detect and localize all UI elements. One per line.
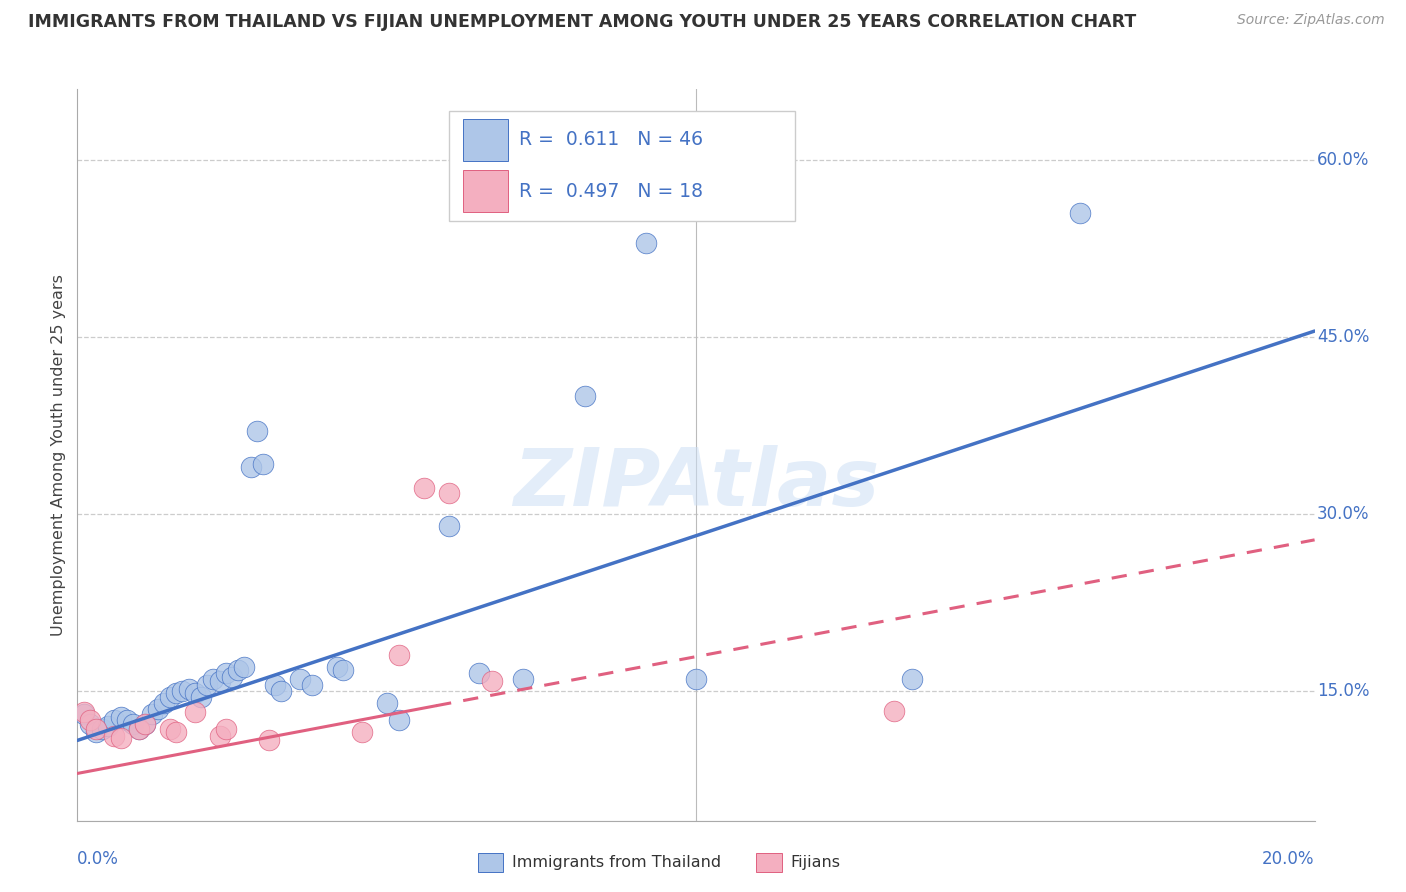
Point (122, 717, 145, 731)
Text: R =  0.497   N = 18: R = 0.497 N = 18 (519, 182, 703, 201)
Text: 0.0%: 0.0% (77, 850, 120, 868)
Point (215, 722, 238, 736)
Point (110, 710, 132, 724)
Point (226, 663, 249, 677)
Point (165, 725, 187, 739)
Text: 60.0%: 60.0% (1317, 151, 1369, 169)
Point (79, 714, 101, 728)
Point (115, 714, 138, 728)
Point (437, 485, 460, 500)
Point (685, 672, 707, 686)
Point (512, 672, 534, 686)
Text: Immigrants from Thailand: Immigrants from Thailand (512, 855, 721, 870)
Point (202, 672, 225, 686)
Point (97, 719, 120, 733)
Text: ZIPAtlas: ZIPAtlas (513, 445, 879, 524)
Y-axis label: Unemployment Among Youth under 25 years: Unemployment Among Youth under 25 years (51, 274, 66, 636)
Point (901, 672, 924, 686)
Point (128, 722, 150, 736)
Point (574, 389, 596, 403)
Text: Source: ZipAtlas.com: Source: ZipAtlas.com (1237, 13, 1385, 28)
Point (270, 684, 292, 698)
Point (72, 707, 94, 722)
Point (84, 725, 107, 739)
Point (184, 686, 207, 700)
Point (177, 681, 200, 696)
Point (165, 686, 187, 700)
Text: IMMIGRANTS FROM THAILAND VS FIJIAN UNEMPLOYMENT AMONG YOUTH UNDER 25 YEARS CORRE: IMMIGRANTS FROM THAILAND VS FIJIAN UNEMP… (28, 13, 1136, 31)
Text: 20.0%: 20.0% (1263, 850, 1315, 868)
Point (326, 660, 349, 674)
Point (1069, 206, 1091, 220)
Point (883, 704, 905, 718)
Point (72, 705, 94, 719)
Point (332, 663, 354, 677)
Point (110, 731, 132, 745)
Point (84, 722, 107, 736)
Point (215, 666, 238, 681)
Text: 15.0%: 15.0% (1317, 681, 1369, 700)
Point (388, 648, 411, 663)
Point (636, 235, 658, 250)
Point (146, 701, 169, 715)
Point (79, 717, 101, 731)
Point (134, 717, 156, 731)
Point (103, 729, 125, 743)
Point (184, 705, 207, 719)
Point (103, 714, 125, 728)
Point (128, 722, 150, 736)
Point (437, 518, 460, 533)
Point (190, 690, 212, 704)
Point (468, 666, 491, 681)
Point (481, 674, 503, 689)
Point (141, 707, 163, 722)
Point (350, 725, 373, 739)
Point (134, 717, 156, 731)
Point (388, 714, 411, 728)
Text: Fijians: Fijians (790, 855, 841, 870)
Point (246, 425, 269, 439)
Point (233, 660, 256, 674)
Point (288, 672, 311, 686)
Point (195, 678, 218, 692)
Point (264, 678, 287, 692)
Point (257, 733, 280, 747)
Point (208, 729, 231, 743)
Point (153, 696, 176, 710)
Point (301, 678, 323, 692)
Point (412, 481, 434, 495)
Point (91, 722, 114, 736)
Point (221, 670, 243, 684)
Point (252, 458, 274, 472)
Point (159, 722, 181, 736)
Text: R =  0.611   N = 46: R = 0.611 N = 46 (519, 130, 703, 149)
Point (239, 459, 262, 474)
Point (208, 674, 231, 689)
Text: 30.0%: 30.0% (1317, 505, 1369, 523)
Text: 45.0%: 45.0% (1317, 328, 1369, 346)
Point (159, 690, 181, 704)
Point (375, 696, 398, 710)
Point (172, 684, 194, 698)
